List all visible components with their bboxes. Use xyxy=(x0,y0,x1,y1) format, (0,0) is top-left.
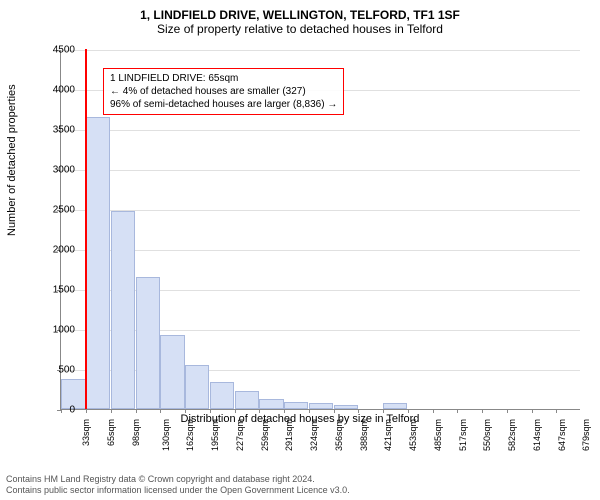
y-tick-label: 3000 xyxy=(45,165,75,176)
gridline xyxy=(61,50,580,51)
marker-line xyxy=(85,49,87,409)
y-tick-label: 2000 xyxy=(45,245,75,256)
y-tick-label: 2500 xyxy=(45,205,75,216)
y-tick-label: 1500 xyxy=(45,285,75,296)
footer-line1: Contains HM Land Registry data © Crown c… xyxy=(6,474,350,485)
footer: Contains HM Land Registry data © Crown c… xyxy=(6,474,350,496)
y-tick-label: 3500 xyxy=(45,125,75,136)
gridline xyxy=(61,170,580,171)
y-tick-label: 4500 xyxy=(45,45,75,56)
chart-title-address: 1, LINDFIELD DRIVE, WELLINGTON, TELFORD,… xyxy=(0,8,600,22)
gridline xyxy=(61,250,580,251)
histogram-bar xyxy=(259,399,283,409)
y-tick-label: 4000 xyxy=(45,85,75,96)
gridline xyxy=(61,210,580,211)
y-tick-label: 1000 xyxy=(45,325,75,336)
histogram-bar xyxy=(160,335,184,409)
x-axis-label: Distribution of detached houses by size … xyxy=(0,413,600,425)
y-axis-label: Number of detached properties xyxy=(6,84,18,236)
histogram-bar xyxy=(284,402,308,409)
chart-container: 1, LINDFIELD DRIVE, WELLINGTON, TELFORD,… xyxy=(0,8,600,463)
histogram-bar xyxy=(86,117,110,409)
annotation-line2: ← 4% of detached houses are smaller (327… xyxy=(110,85,337,98)
annotation-box: 1 LINDFIELD DRIVE: 65sqm ← 4% of detache… xyxy=(103,68,344,115)
annotation-line1: 1 LINDFIELD DRIVE: 65sqm xyxy=(110,72,337,85)
histogram-bar xyxy=(309,403,333,409)
plot-area: 1 LINDFIELD DRIVE: 65sqm ← 4% of detache… xyxy=(60,50,580,410)
annotation-line3: 96% of semi-detached houses are larger (… xyxy=(110,98,337,111)
histogram-bar xyxy=(111,211,135,409)
histogram-bar xyxy=(334,405,358,409)
chart-subtitle: Size of property relative to detached ho… xyxy=(0,22,600,36)
y-tick-label: 500 xyxy=(45,365,75,376)
histogram-bar xyxy=(235,391,259,409)
histogram-bar xyxy=(136,277,160,409)
histogram-bar xyxy=(185,365,209,409)
footer-line2: Contains public sector information licen… xyxy=(6,485,350,496)
histogram-bar xyxy=(383,403,407,409)
gridline xyxy=(61,130,580,131)
histogram-bar xyxy=(210,382,234,409)
